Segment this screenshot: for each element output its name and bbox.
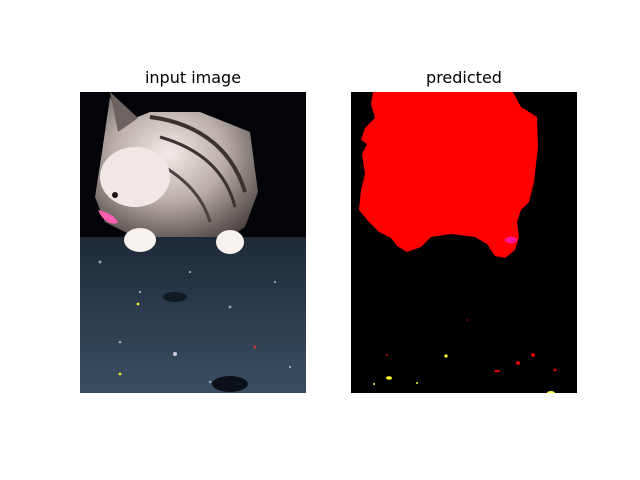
predicted-title: predicted — [426, 68, 502, 87]
cat — [95, 92, 258, 254]
asphalt-specks — [98, 260, 291, 392]
input-image-panel — [80, 92, 306, 393]
input-image — [80, 92, 306, 393]
noise-predictions — [373, 319, 557, 393]
prediction-mask — [351, 92, 577, 393]
cat-mask-region — [359, 92, 538, 258]
asphalt-ground — [80, 237, 306, 393]
input-image-title: input image — [144, 68, 242, 87]
predicted-panel — [351, 92, 577, 393]
tongue-mask-region — [505, 236, 517, 244]
